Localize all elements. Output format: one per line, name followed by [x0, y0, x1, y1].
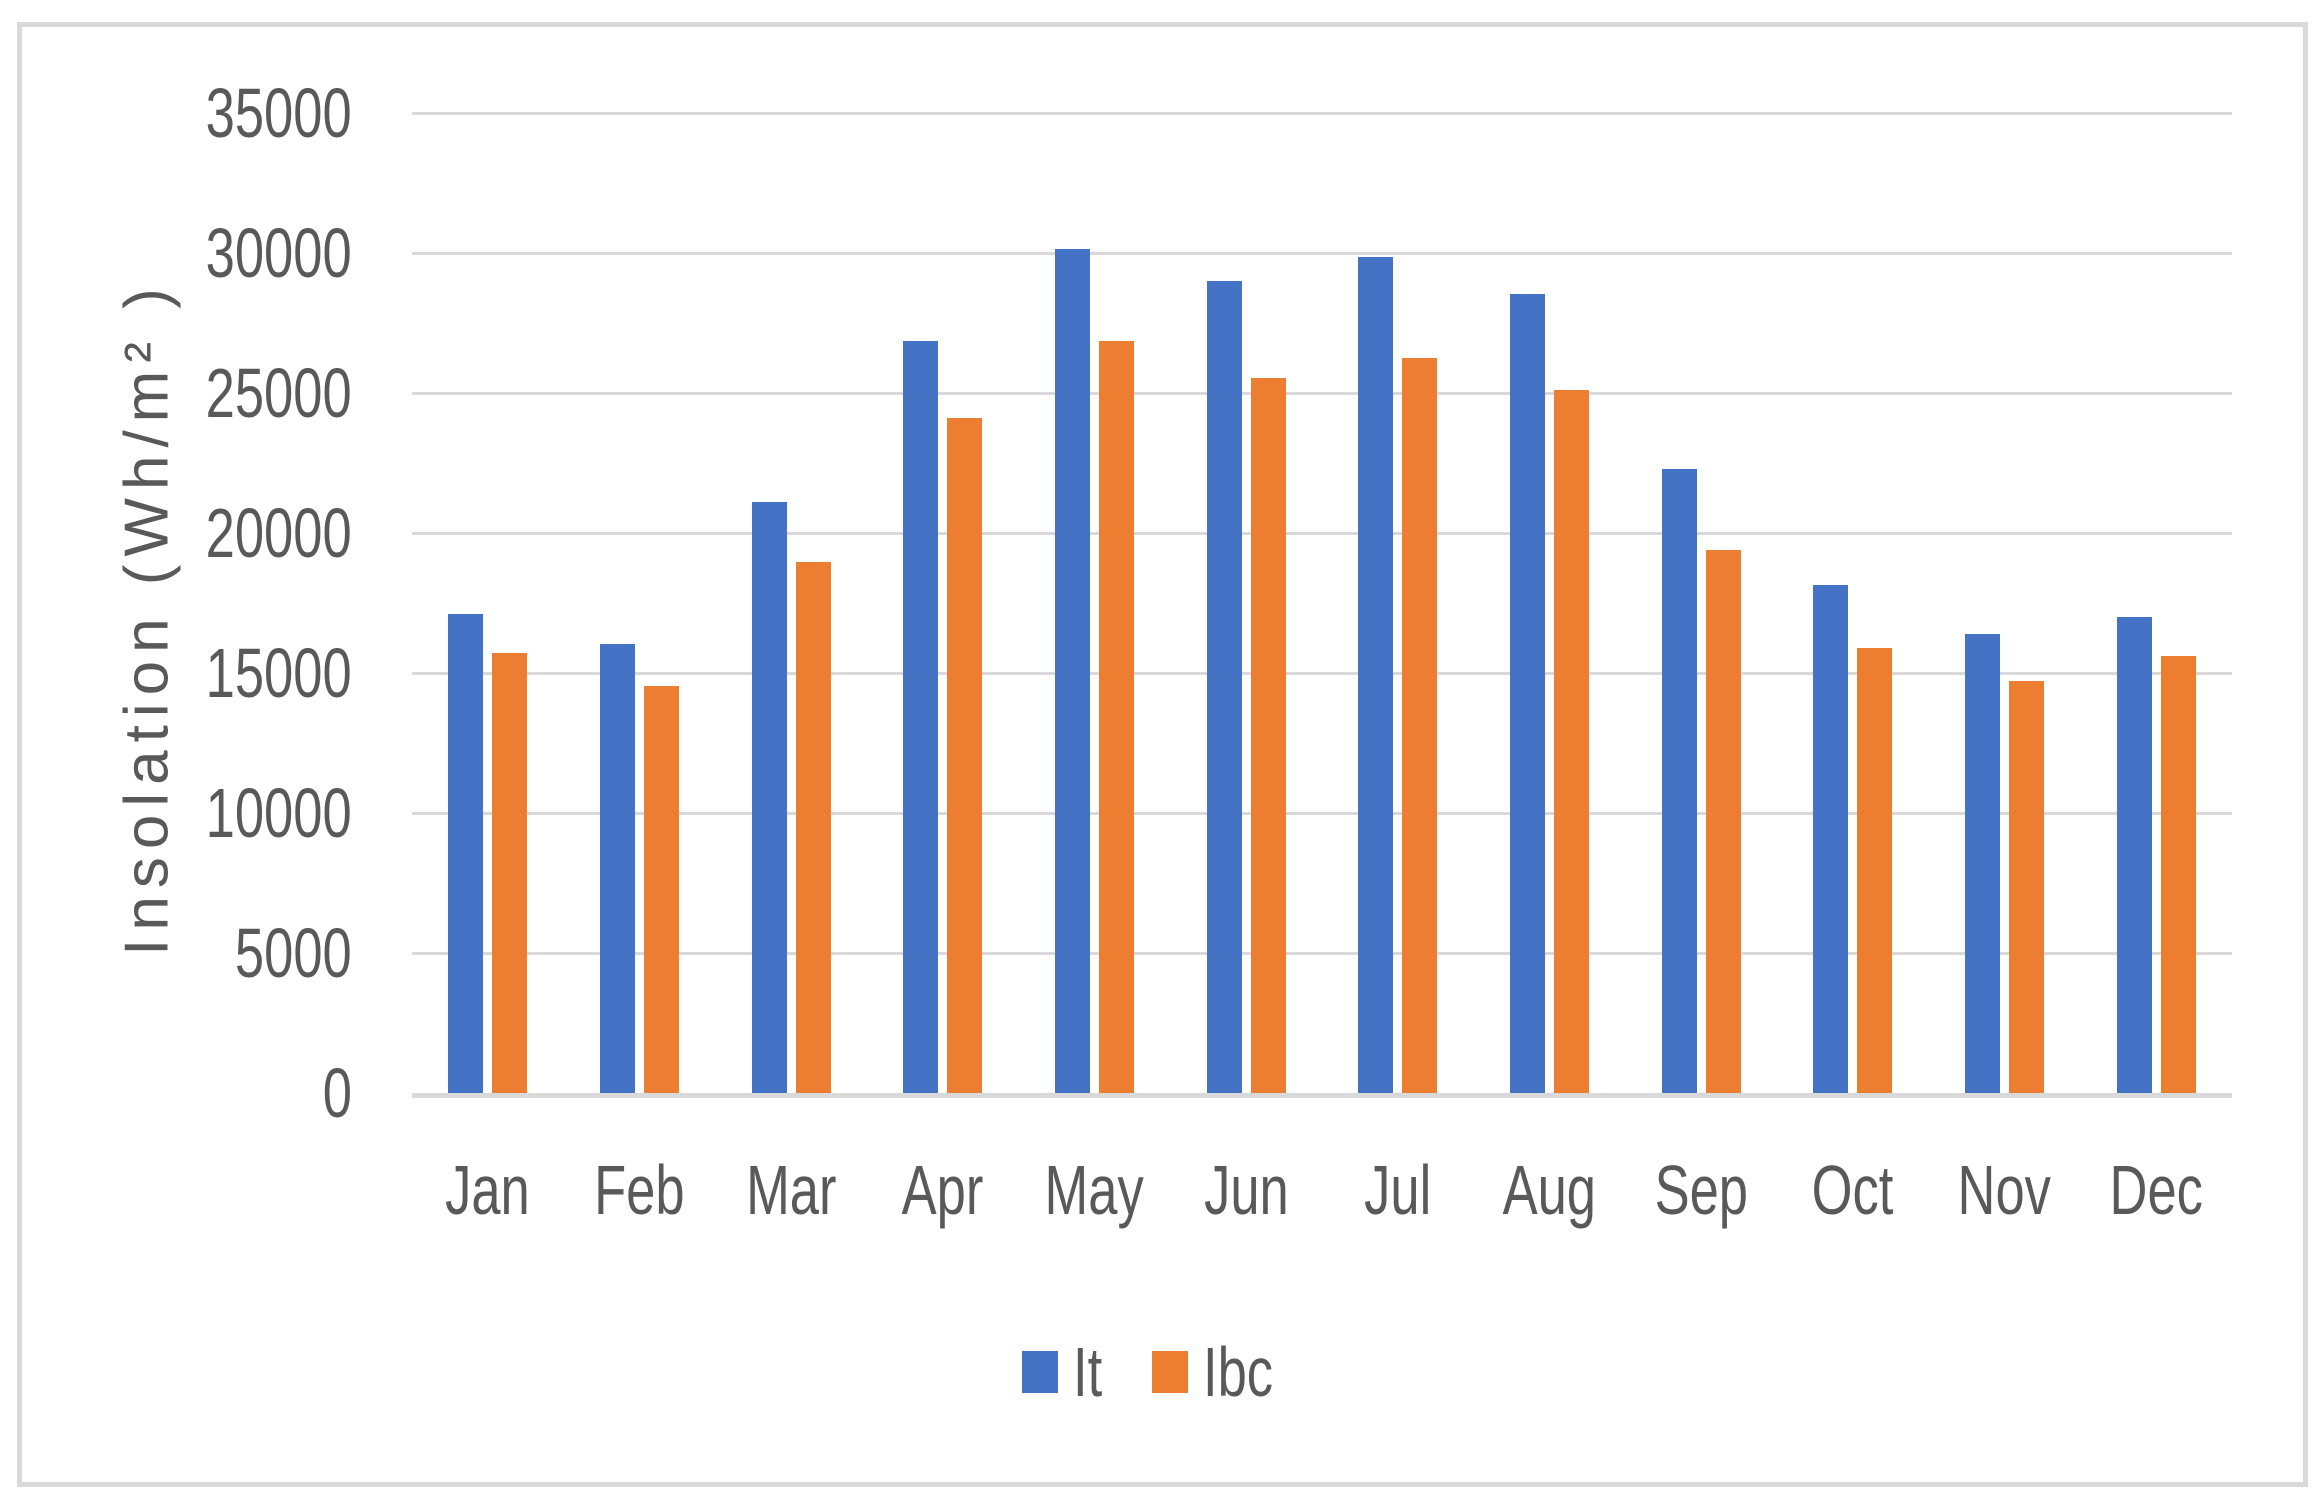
x-axis-label-text: Jun [1203, 1151, 1289, 1229]
y-axis-title: Insolation (Wh/m² ) [112, 280, 182, 956]
bar-It-Oct [1813, 584, 1849, 1093]
bar-Ibc-Nov [2009, 681, 2044, 1093]
x-axis-label-text: Jul [1364, 1151, 1432, 1229]
y-tick-label: 0 [322, 1054, 352, 1132]
bar-It-Dec [2116, 617, 2152, 1093]
y-tick-label: 35000 [206, 74, 352, 152]
legend-item-Ibc: Ibc [1152, 1334, 1296, 1410]
bar-Ibc-Mar [795, 562, 831, 1093]
x-axis-label-Mar: Mar [715, 1150, 867, 1230]
bar-Ibc-Dec [2160, 656, 2196, 1093]
y-tick-label: 10000 [206, 774, 352, 852]
gridline [412, 951, 2232, 955]
x-axis-label-text: Nov [1957, 1151, 2052, 1229]
bar-It-Jul [1358, 257, 1394, 1093]
bar-Ibc-Apr [947, 418, 983, 1093]
x-axis-label-Dec: Dec [2080, 1150, 2232, 1230]
bar-Ibc-Feb [644, 685, 679, 1093]
gridline [412, 531, 2232, 535]
y-tick-label: 5000 [235, 914, 352, 992]
bar-Ibc-Oct [1857, 647, 1893, 1093]
x-axis-label-text: Mar [745, 1151, 837, 1229]
legend: It Ibc [0, 1334, 2319, 1410]
gridline [412, 811, 2232, 815]
x-axis-label-Apr: Apr [867, 1150, 1019, 1230]
bar-Ibc-Aug [1554, 390, 1589, 1093]
bar-Ibc-Jul [1402, 358, 1438, 1093]
x-axis-label-May: May [1019, 1150, 1171, 1230]
x-axis-label-Feb: Feb [564, 1150, 716, 1230]
y-tick-label: 30000 [206, 214, 352, 292]
legend-label-Ibc: Ibc [1203, 1333, 1274, 1411]
plot-area [412, 111, 2232, 1098]
x-axis-label-Jun: Jun [1170, 1150, 1322, 1230]
x-axis-label-Aug: Aug [1474, 1150, 1626, 1230]
gridline [412, 391, 2232, 395]
x-axis-label-text: Aug [1502, 1151, 1597, 1229]
gridline [412, 671, 2232, 675]
gridline [412, 251, 2232, 255]
x-axis-label-text: Feb [594, 1151, 685, 1229]
x-axis-label-text: Jan [445, 1151, 531, 1229]
y-tick-label: 25000 [206, 354, 352, 432]
gridline [412, 111, 2232, 115]
bar-It-Nov [1965, 633, 2000, 1093]
x-axis-label-Oct: Oct [1777, 1150, 1929, 1230]
bar-Ibc-Jun [1250, 377, 1286, 1093]
x-axis-label-text: Dec [2109, 1151, 2203, 1229]
legend-item-It: It [1022, 1334, 1112, 1410]
bar-It-Sep [1661, 468, 1697, 1093]
legend-label-It: It [1073, 1333, 1103, 1411]
x-axis-label-text: Apr [901, 1151, 984, 1229]
y-tick-label: 20000 [206, 494, 352, 572]
bar-It-Feb [600, 643, 635, 1093]
x-axis-label-text: May [1044, 1151, 1145, 1229]
bar-Ibc-Jan [492, 653, 528, 1093]
bar-It-Mar [751, 502, 787, 1093]
x-axis-line [412, 1093, 2232, 1098]
bar-It-Jun [1206, 281, 1242, 1093]
bar-It-Apr [903, 341, 939, 1093]
legend-swatch-It [1022, 1351, 1059, 1393]
bar-It-Jan [448, 614, 484, 1093]
y-tick-label: 15000 [206, 634, 352, 712]
x-axis-label-text: Oct [1811, 1151, 1894, 1229]
legend-swatch-Ibc [1152, 1351, 1189, 1393]
bar-Ibc-Sep [1705, 549, 1741, 1093]
x-axis-label-Nov: Nov [1929, 1150, 2081, 1230]
x-axis-label-Sep: Sep [1625, 1150, 1777, 1230]
x-axis-label-Jan: Jan [412, 1150, 564, 1230]
x-axis-label-text: Sep [1654, 1151, 1748, 1229]
x-axis-label-Jul: Jul [1322, 1150, 1474, 1230]
bar-Ibc-May [1099, 341, 1134, 1093]
chart-border [17, 22, 2308, 1487]
bar-It-Aug [1510, 293, 1545, 1093]
bar-It-May [1055, 248, 1090, 1093]
